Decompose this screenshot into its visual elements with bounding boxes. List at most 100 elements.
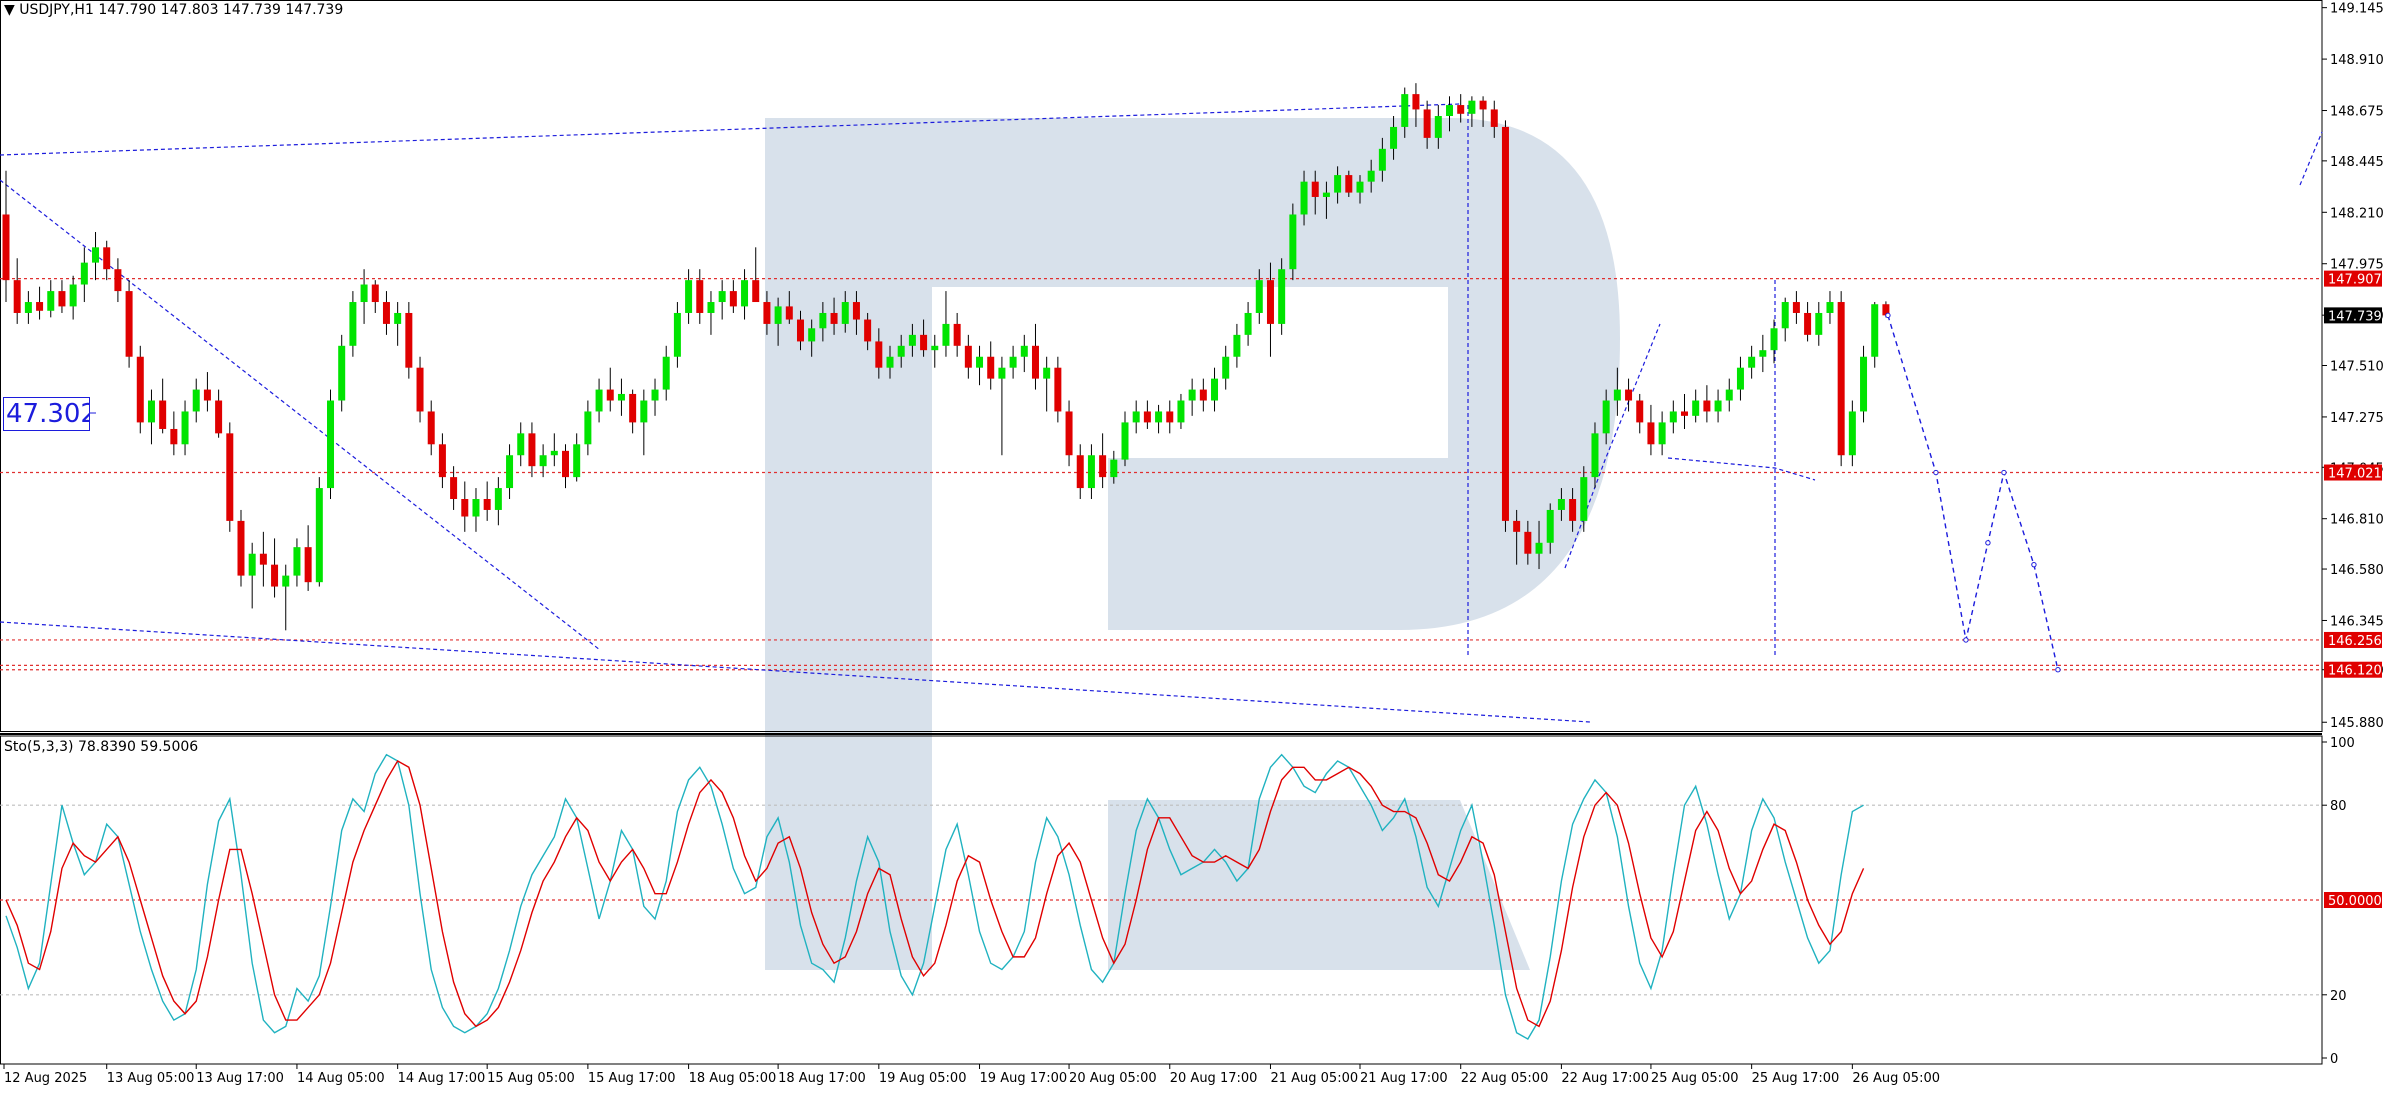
candle-body <box>651 389 659 401</box>
candle-body <box>349 302 357 346</box>
stochastic-values: 78.8390 59.5006 <box>77 739 199 755</box>
candle-body <box>237 520 245 576</box>
candle-body <box>1322 192 1330 197</box>
x-tick-label: 22 Aug 17:00 <box>1561 1071 1649 1086</box>
candle-body <box>763 302 771 324</box>
x-tick-label: 20 Aug 17:00 <box>1170 1071 1258 1086</box>
candle-body <box>976 356 984 368</box>
candle-body <box>1054 367 1062 412</box>
forecast-node <box>2055 667 2061 673</box>
candle-body <box>1490 109 1498 127</box>
candle-body <box>752 280 760 303</box>
y-tick-label: 146.580 <box>2330 563 2383 578</box>
candle-body <box>897 345 905 357</box>
candle-body <box>1792 302 1800 313</box>
candle-body <box>1031 345 1039 379</box>
candle-body <box>1155 411 1163 423</box>
candle-body <box>528 433 536 467</box>
candle-body <box>998 367 1006 379</box>
candle-body <box>1815 312 1823 335</box>
candle-body <box>1311 181 1319 197</box>
price-tag <box>2324 631 2382 648</box>
stochastic-header: Sto(5,3,3) 78.8390 59.5006 <box>4 739 198 755</box>
candle-body <box>1177 400 1185 423</box>
forecast-node <box>1933 469 1939 476</box>
candle-body <box>483 499 491 510</box>
candle-body <box>1446 105 1454 116</box>
candle-body <box>1647 422 1655 445</box>
candle-body <box>125 291 133 357</box>
candle-body <box>114 269 122 292</box>
y-tick-label: 146.345 <box>2330 614 2383 629</box>
candle-body <box>327 400 335 489</box>
candle-body <box>808 328 816 342</box>
candle-body <box>1020 345 1028 357</box>
candle-body <box>147 400 155 423</box>
candle-body <box>696 280 704 313</box>
stochastic-level-tag <box>2324 892 2382 908</box>
candle-body <box>908 334 916 346</box>
candle-body <box>774 306 782 324</box>
candle-body <box>103 247 111 270</box>
candle-body <box>1535 542 1543 554</box>
y-tick-label: 145.880 <box>2330 716 2383 731</box>
candle-body <box>461 499 469 517</box>
candle-body <box>1602 400 1610 434</box>
candle-body <box>640 400 648 423</box>
x-tick-label: 25 Aug 17:00 <box>1752 1071 1840 1086</box>
y-tick-label: 149.145 <box>2330 2 2383 17</box>
candle-body <box>1401 94 1409 127</box>
forecast-node <box>2031 561 2037 568</box>
candle-body <box>13 280 21 313</box>
candle-body <box>1457 105 1465 114</box>
stochastic-level-tag-label: 50.0000 <box>2328 894 2382 909</box>
y-tick-label: 146.810 <box>2330 513 2383 528</box>
price-tag <box>2324 270 2382 287</box>
forecast-node <box>1885 312 1891 319</box>
x-tick-label: 22 Aug 05:00 <box>1461 1071 1549 1086</box>
candle-body <box>259 553 267 565</box>
collapse-triangle-icon[interactable]: ▼ <box>4 2 15 18</box>
y-tick-label: 147.975 <box>2330 258 2383 273</box>
candle-body <box>24 302 32 313</box>
candle-body <box>1390 126 1398 149</box>
candle-body <box>931 345 939 351</box>
candle-body <box>1669 411 1677 423</box>
candle-body <box>1658 422 1666 445</box>
candle-body <box>203 389 211 401</box>
candle-body <box>282 575 290 587</box>
candle-body <box>1356 181 1364 193</box>
candle-body <box>584 411 592 445</box>
candle-body <box>1121 422 1129 460</box>
candle-body <box>606 389 614 401</box>
candle-body <box>1613 389 1621 401</box>
candle-body <box>506 455 514 489</box>
candle-body <box>1278 269 1286 324</box>
candle-body <box>1781 302 1789 329</box>
candle-body <box>964 345 972 368</box>
candle-body <box>573 444 581 478</box>
trendline <box>1564 323 1661 569</box>
candle-body <box>450 477 458 500</box>
candle-body <box>1345 175 1353 193</box>
forecast-path <box>1887 315 2059 670</box>
price-tag-label: 147.739 <box>2328 309 2382 324</box>
trendline <box>2299 131 2323 186</box>
candle-body <box>1244 312 1252 335</box>
candle-body <box>1636 400 1644 423</box>
x-tick-label: 21 Aug 17:00 <box>1360 1071 1448 1086</box>
candle-body <box>1211 378 1219 401</box>
candle-body <box>1580 477 1588 521</box>
candle-body <box>1871 304 1879 357</box>
price-tag <box>2324 661 2382 678</box>
forecast-layer <box>1885 312 2061 673</box>
candle-body <box>1591 433 1599 478</box>
candle-body <box>47 291 55 311</box>
forecast-node <box>1963 637 1969 643</box>
candle-body <box>69 284 77 307</box>
candle-body <box>942 323 950 346</box>
candle-body <box>1770 328 1778 351</box>
watermark-letter <box>765 118 1620 970</box>
